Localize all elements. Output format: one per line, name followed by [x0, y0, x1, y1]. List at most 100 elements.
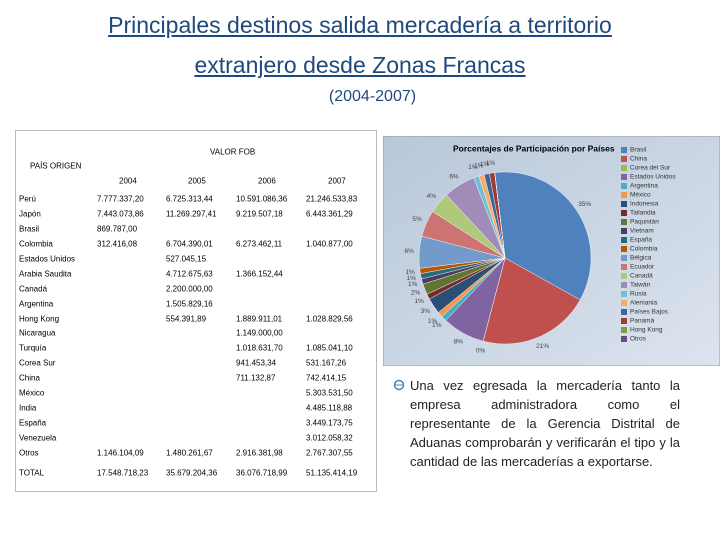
table-cell: 7.777.337,20 — [97, 194, 144, 204]
slice-label: 8% — [454, 339, 464, 346]
table-cell: 6.704.390,01 — [166, 239, 213, 249]
table-cell: 1.149.000,00 — [236, 328, 283, 338]
slice-label: 1% — [415, 298, 425, 305]
row-label: India — [19, 403, 37, 413]
row-label: Otros — [19, 448, 39, 458]
table-cell: 2.200.000,00 — [166, 284, 213, 294]
slice-label: 1% — [428, 318, 438, 325]
slice-label: 1% — [480, 161, 490, 168]
slice-label: 1% — [468, 164, 478, 171]
row-label: Turquía — [19, 343, 47, 353]
legend-swatch — [621, 327, 627, 333]
title-line: Principales destinos salida mercadería a… — [108, 12, 612, 38]
legend-swatch — [621, 165, 627, 171]
slice-label: 6% — [449, 173, 459, 180]
table-cell: 1.505.829,16 — [166, 299, 213, 309]
row-label: Argentina — [19, 299, 54, 309]
row-label: Estados Unidos — [19, 254, 76, 264]
slice-label: 4% — [427, 193, 437, 200]
legend-swatch — [621, 291, 627, 297]
row-label: Arabia Saudita — [19, 269, 72, 279]
legend-swatch — [621, 183, 627, 189]
table-cell: 4.712.675,63 — [166, 269, 213, 279]
table-cell: 554.391,89 — [166, 314, 207, 324]
legend-swatch — [621, 309, 627, 315]
legend-label: Ecuador — [630, 264, 655, 271]
legend-swatch — [621, 174, 627, 180]
legend-label: México — [630, 192, 651, 199]
legend-label: Estados Unidos — [630, 174, 676, 181]
slice-label: 6% — [405, 248, 415, 255]
table-cell: 1.480.261,67 — [166, 448, 213, 458]
legend-swatch — [621, 210, 627, 216]
slice-label: 35% — [578, 201, 591, 208]
legend-swatch — [621, 147, 627, 153]
legend-label: Otros — [630, 336, 647, 343]
table-cell: 531.167,26 — [306, 358, 347, 368]
row-label: Canadá — [19, 284, 48, 294]
column-header: 2007 — [328, 176, 346, 186]
legend-swatch — [621, 201, 627, 207]
table-cell: 36.076.718,99 — [236, 468, 288, 478]
legend-swatch — [621, 237, 627, 243]
legend-swatch — [621, 219, 627, 225]
legend-label: España — [630, 237, 652, 244]
row-label: Perú — [19, 194, 36, 204]
legend-label: Hong Kong — [630, 327, 663, 334]
table-cell: 51.135.414,19 — [306, 468, 358, 478]
table-cell: 527.045,15 — [166, 254, 207, 264]
title-line: extranjero desde Zonas Francas — [194, 52, 526, 78]
table-cell: 11.269.297,41 — [166, 209, 217, 219]
table-cell: 1.028.829,56 — [306, 314, 353, 324]
legend-label: Panamá — [630, 318, 655, 325]
slice-label: 1% — [405, 269, 415, 276]
table-cell: 6.725.313,44 — [166, 194, 213, 204]
legend-label: Rusia — [630, 291, 647, 298]
table-cell: 6.443.361,29 — [306, 209, 353, 219]
table-cell: 869.787,00 — [97, 224, 138, 234]
legend-label: Tailandia — [630, 210, 656, 217]
table-cell: 5.303.531,50 — [306, 388, 353, 398]
legend-label: Países Bajos — [630, 309, 669, 316]
table-cell: 2.916.381,98 — [236, 448, 283, 458]
table-cell: 4.485.118,88 — [306, 403, 353, 413]
table-cell: 1.085.041,10 — [306, 343, 353, 353]
legend-label: Canadá — [630, 273, 653, 280]
legend-label: Vietnam — [630, 228, 654, 235]
legend-label: Taiwán — [630, 282, 651, 289]
legend-swatch — [621, 156, 627, 162]
row-label: Venezuela — [19, 433, 57, 443]
table-cell: 10.591.086,36 — [236, 194, 288, 204]
table-cell: 941.453,34 — [236, 358, 277, 368]
slice-label: 3% — [421, 308, 431, 315]
row-label: México — [19, 388, 45, 398]
subtitle: (2004-2007) — [328, 88, 417, 105]
legend-swatch — [621, 273, 627, 279]
body-text: Una vez egresada la mercadería tanto la … — [410, 378, 680, 469]
pie-slice — [482, 257, 581, 345]
row-header: PAÍS ORIGEN — [30, 161, 82, 171]
pie-slice — [494, 171, 592, 301]
slice-label: 1% — [432, 322, 442, 329]
pie-chart: Porcentajes de Participación por Países … — [383, 136, 720, 366]
slice-label: 21% — [536, 343, 549, 350]
table-cell: 1.889.911,01 — [236, 314, 283, 324]
legend-label: Indonesia — [630, 201, 659, 208]
column-header: 2005 — [188, 176, 206, 186]
legend-label: Paquistán — [630, 219, 659, 226]
slice-label: 1% — [408, 281, 418, 288]
legend-swatch — [621, 255, 627, 261]
legend-label: Alemania — [630, 300, 657, 307]
table-cell: 21.246.533,83 — [306, 194, 358, 204]
legend-label: Colombia — [630, 246, 658, 253]
column-header: 2004 — [119, 176, 137, 186]
table-cell: 1.146.104,09 — [97, 448, 144, 458]
legend-swatch — [621, 300, 627, 306]
table-cell: 312.416,08 — [97, 239, 138, 249]
legend-swatch — [621, 318, 627, 324]
table-cell: 742.414,15 — [306, 373, 347, 383]
table-cell: 2.767.307,55 — [306, 448, 353, 458]
slice-label: 1% — [474, 162, 484, 169]
row-label: Nicaragua — [19, 328, 56, 338]
